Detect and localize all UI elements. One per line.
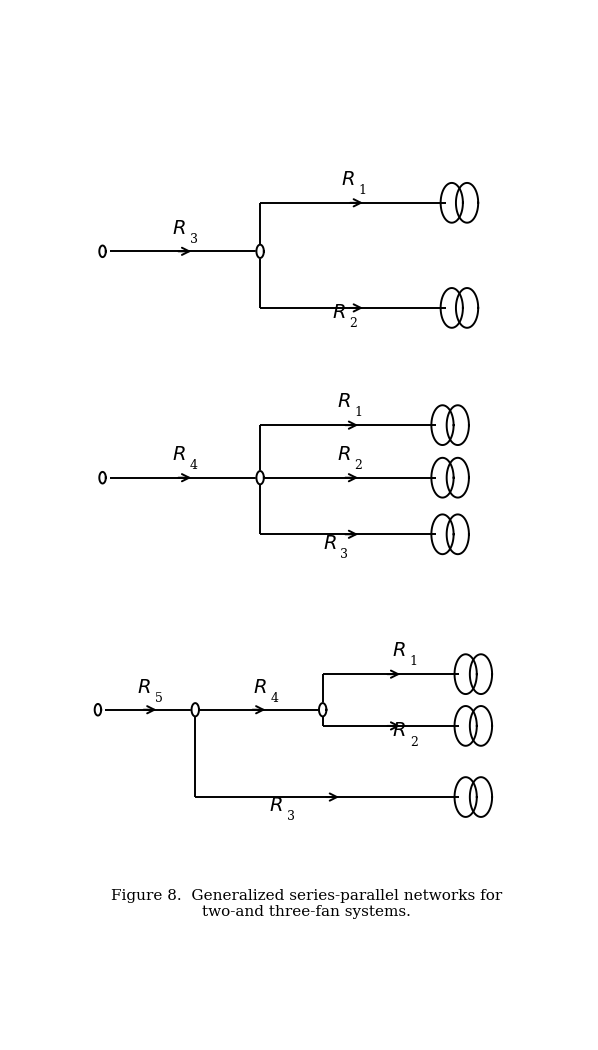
Text: 4: 4 [271,692,279,705]
Text: $R$: $R$ [323,534,337,553]
Text: 5: 5 [155,692,163,705]
Text: 4: 4 [190,459,198,473]
Polygon shape [319,704,327,716]
Text: $R$: $R$ [172,219,186,237]
Polygon shape [257,471,264,484]
Text: $R$: $R$ [392,722,406,740]
Polygon shape [99,471,106,483]
Text: $R$: $R$ [138,678,151,697]
Text: $R$: $R$ [341,171,355,189]
Text: 1: 1 [359,184,367,197]
Text: $R$: $R$ [172,446,186,464]
Polygon shape [99,246,106,257]
Polygon shape [257,245,264,258]
Text: $R$: $R$ [337,446,350,464]
Text: 2: 2 [410,736,417,749]
Polygon shape [94,704,101,715]
Text: 2: 2 [354,459,362,473]
Text: $R$: $R$ [332,303,346,321]
Text: 1: 1 [410,655,418,668]
Text: 3: 3 [340,548,348,561]
Text: Figure 8.  Generalized series-parallel networks for
two-and three-fan systems.: Figure 8. Generalized series-parallel ne… [111,888,502,919]
Text: $R$: $R$ [392,642,406,659]
Text: $R$: $R$ [337,394,350,412]
Text: $R$: $R$ [269,797,283,815]
Text: 2: 2 [350,317,358,330]
Text: 1: 1 [354,406,362,420]
Polygon shape [191,704,199,716]
Text: 3: 3 [287,810,295,823]
Text: 3: 3 [190,233,198,246]
Text: $R$: $R$ [253,678,267,697]
